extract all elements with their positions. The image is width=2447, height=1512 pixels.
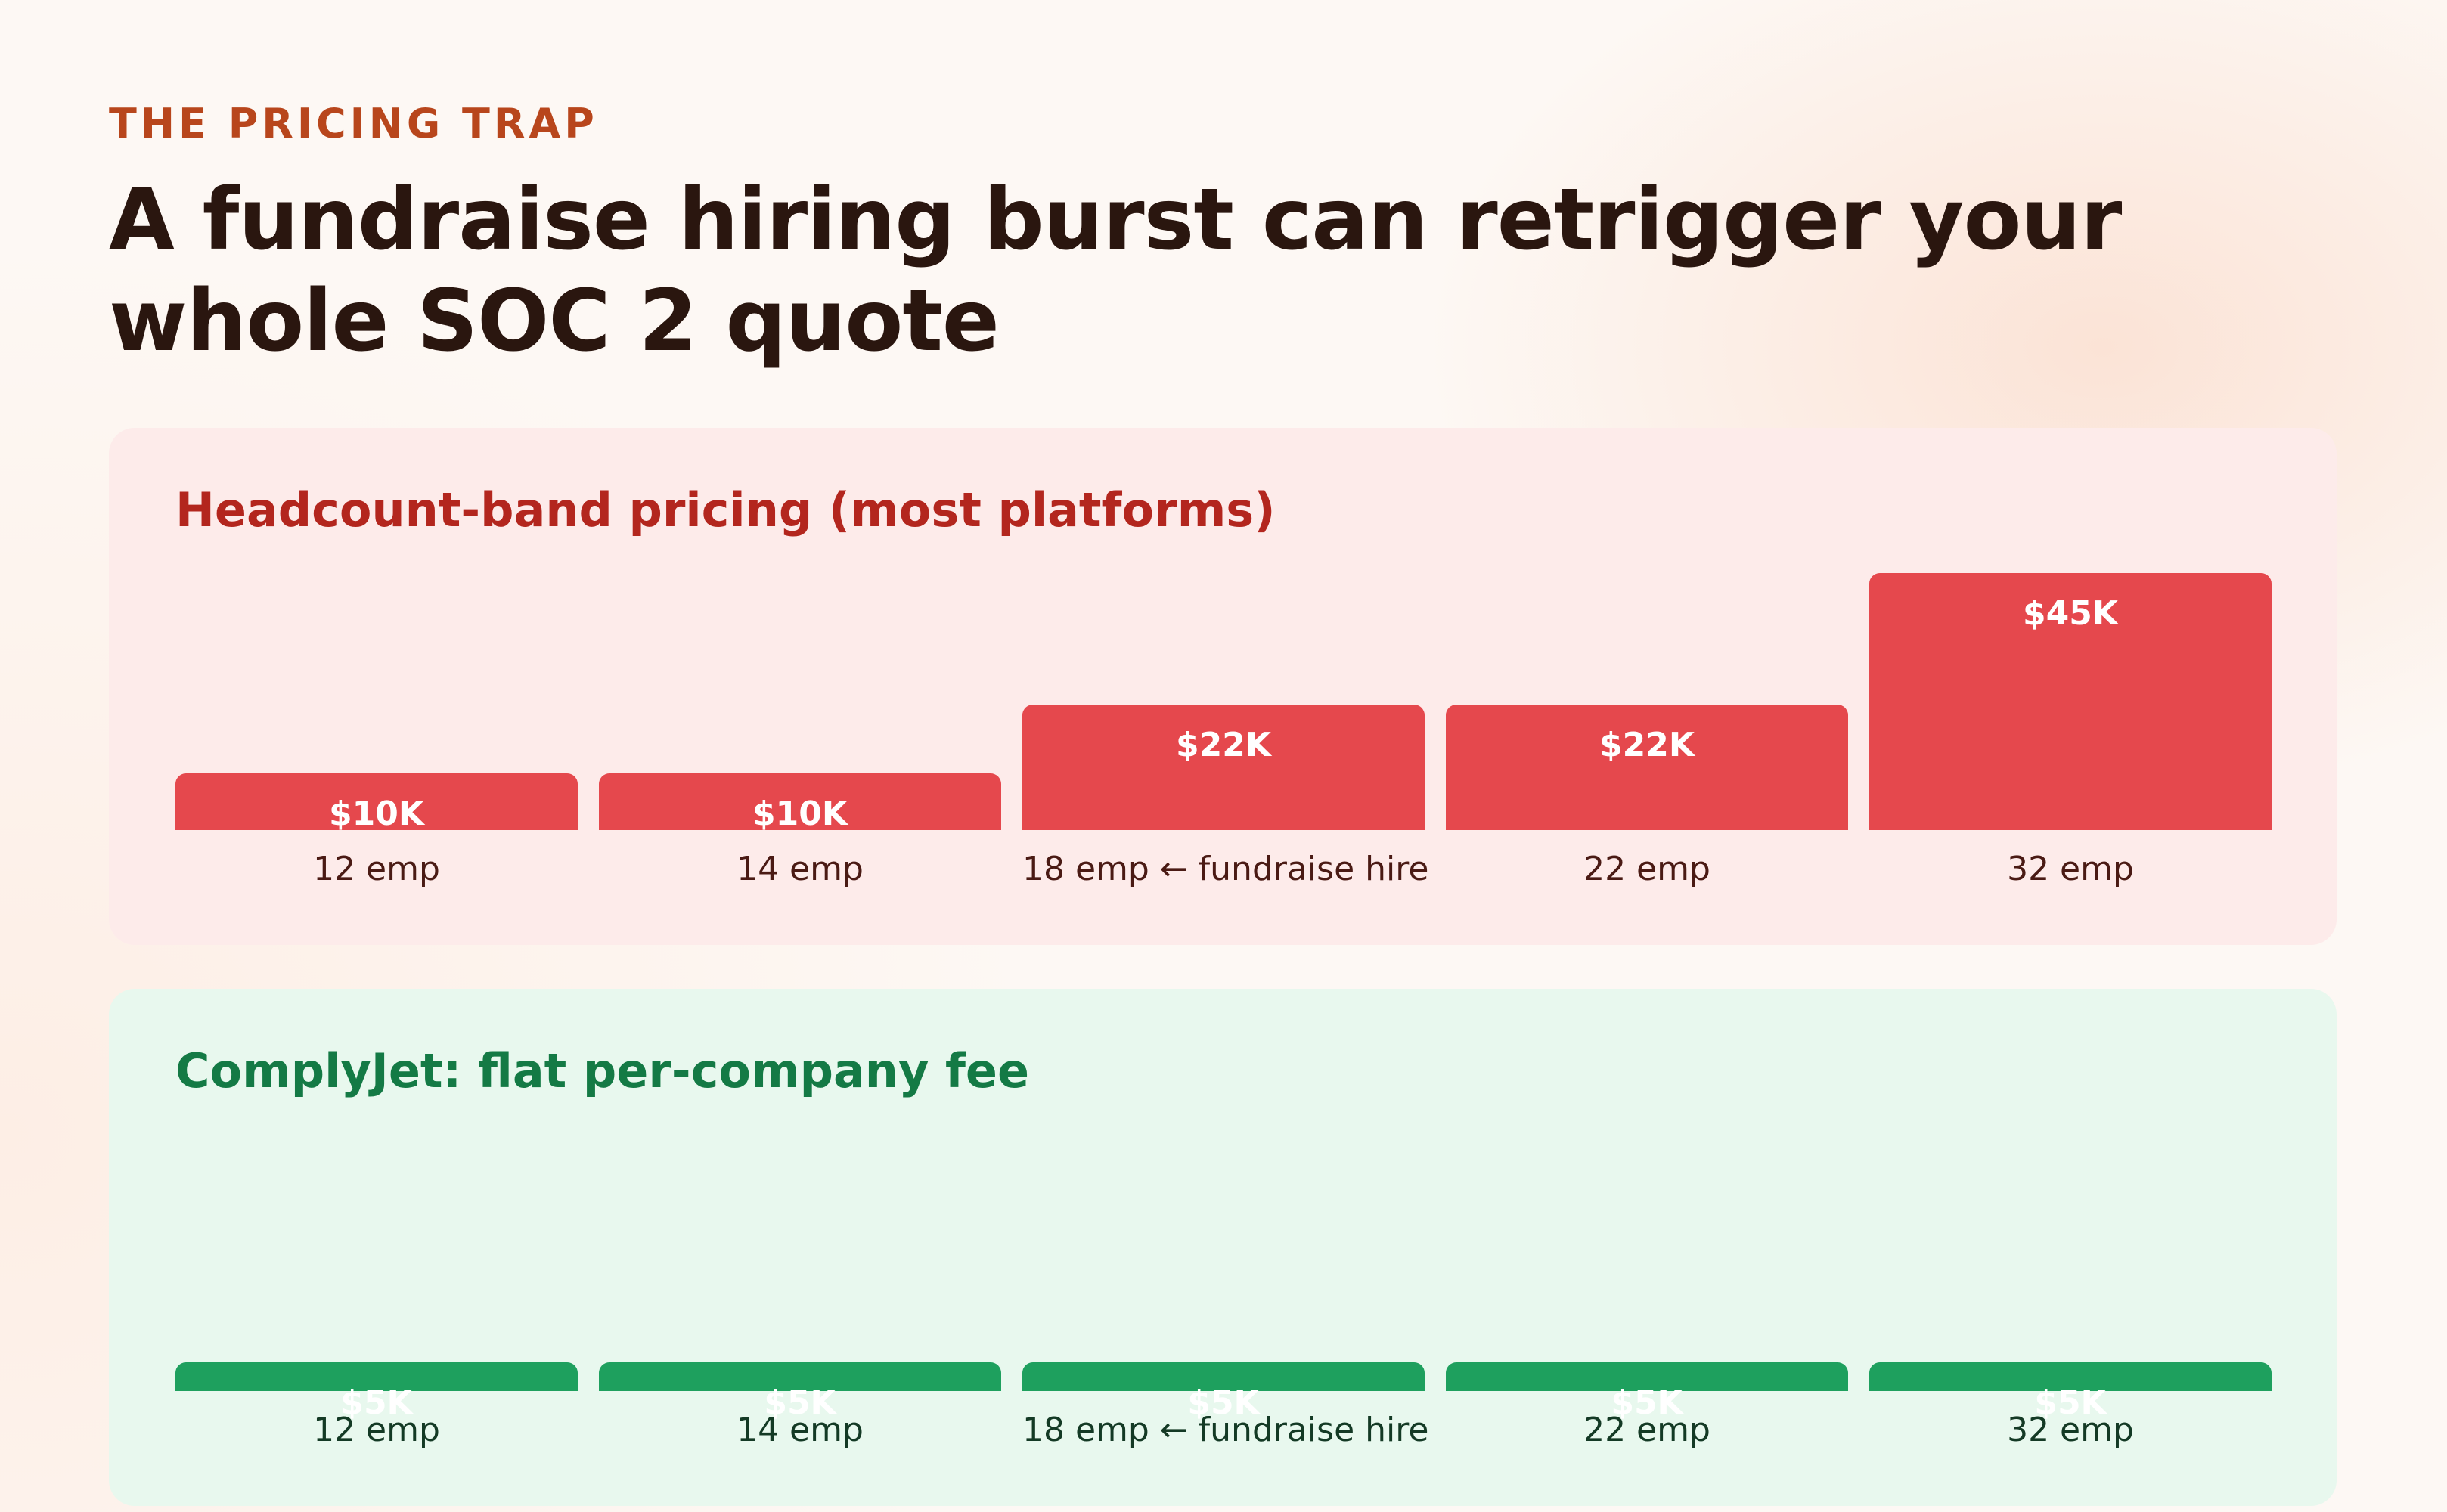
bar-value-label: $45K: [2023, 594, 2118, 634]
bar: $10K: [175, 773, 578, 833]
category-label: 18 emp ← fundraise hire: [1022, 850, 1429, 888]
panel-title-headcount: Headcount-band pricing (most platforms): [175, 482, 1276, 538]
bar: $10K: [599, 773, 1001, 833]
category-label: 32 emp: [2007, 850, 2134, 888]
panel-title-flat-fee: ComplyJet: flat per-company fee: [175, 1043, 1030, 1098]
bar-value-label: $22K: [1176, 725, 1271, 764]
category-label: 12 emp: [313, 1411, 440, 1449]
bar-value-label: $5K: [1611, 1383, 1683, 1423]
bar: $5K: [1446, 1362, 1848, 1422]
bar-value-label: $10K: [752, 794, 848, 833]
category-label: 18 emp ← fundraise hire: [1022, 1411, 1429, 1449]
category-label: 14 emp: [737, 850, 864, 888]
bar: $5K: [175, 1362, 578, 1422]
bar: $5K: [599, 1362, 1001, 1422]
bar-value-label: $10K: [329, 794, 424, 833]
bar: $5K: [1869, 1362, 2272, 1422]
headcount-pricing-panel: Headcount-band pricing (most platforms) …: [109, 428, 2337, 945]
flat-fee-panel: ComplyJet: flat per-company fee $5K 12 em…: [109, 989, 2337, 1506]
category-label: 22 emp: [1583, 1411, 1710, 1449]
eyebrow: THE PRICING TRAP: [109, 100, 598, 147]
bar: $5K: [1022, 1362, 1425, 1422]
category-label: 12 emp: [313, 850, 440, 888]
bar-value-label: $5K: [1187, 1383, 1260, 1423]
category-label: 32 emp: [2007, 1411, 2134, 1449]
bar: $45K: [1869, 573, 2272, 830]
bar: $22K: [1446, 704, 1848, 830]
bar: $22K: [1022, 704, 1425, 830]
bar-value-label: $5K: [340, 1383, 413, 1423]
bar-value-label: $22K: [1599, 725, 1695, 764]
page-title: A fundraise hiring burst can retrigger y…: [109, 171, 2122, 370]
bar-value-label: $5K: [2034, 1383, 2107, 1423]
bar-value-label: $5K: [764, 1383, 836, 1423]
category-label: 14 emp: [737, 1411, 864, 1449]
category-label: 22 emp: [1583, 850, 1710, 888]
